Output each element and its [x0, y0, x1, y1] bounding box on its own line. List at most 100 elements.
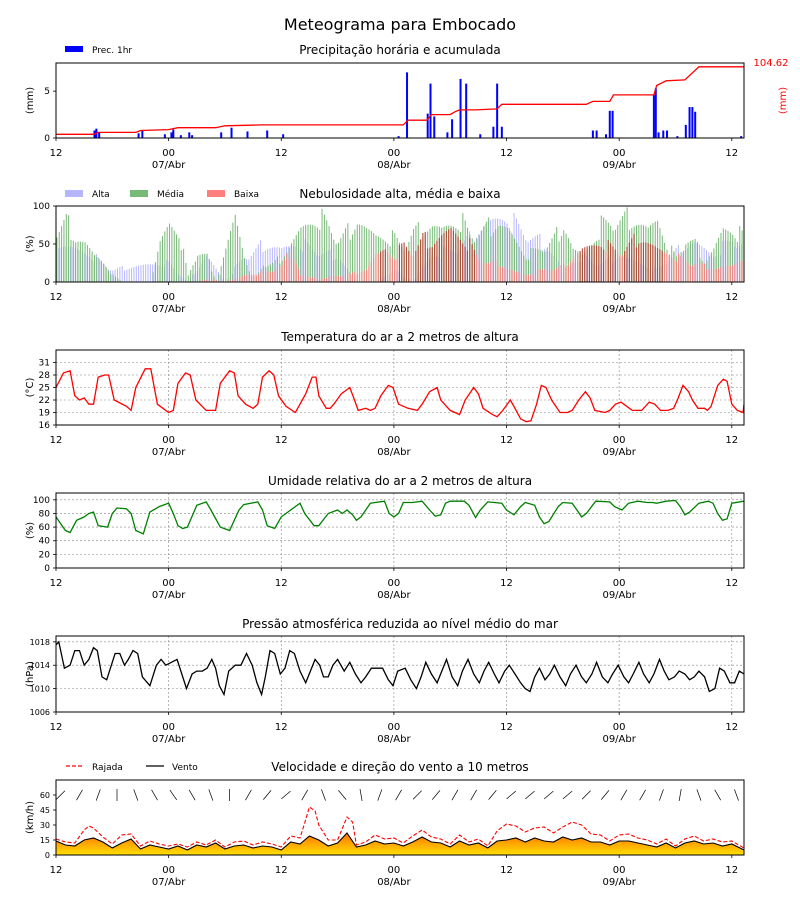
cloud-baixa-bar — [492, 260, 494, 282]
cloud-baixa-bar — [297, 269, 300, 282]
cloud-media-bar — [326, 220, 328, 282]
cloud-media-bar — [553, 233, 555, 282]
wind-ytick-label: 60 — [40, 791, 50, 800]
wind-xtick-label: 12 — [725, 865, 738, 876]
cloud-legend-swatch-2 — [207, 190, 225, 197]
cloud-media-bar — [535, 248, 537, 282]
cloud-media-bar — [201, 254, 203, 282]
cloud-baixa-bar — [656, 248, 659, 282]
precip-bar — [676, 136, 679, 138]
clouds-ytick-label: 50 — [39, 240, 51, 250]
temp-day-label: 08/Abr — [377, 447, 411, 458]
cloud-baixa-bar — [680, 256, 682, 282]
wind-xtick-label: 12 — [500, 865, 513, 876]
cloud-media-bar — [359, 224, 361, 282]
cloud-baixa-bar — [431, 247, 433, 282]
precip-bar — [608, 110, 611, 138]
cloud-baixa-bar — [534, 274, 537, 282]
precip-bar — [220, 132, 223, 138]
cloud-baixa-bar — [258, 275, 260, 282]
cloud-baixa-bar — [377, 253, 379, 282]
cloud-alta-bar — [126, 269, 128, 282]
cloud-baixa-bar — [361, 271, 363, 282]
wind-frame — [55, 779, 745, 856]
precip-bar — [246, 131, 249, 138]
press-plot-area — [56, 640, 744, 697]
clouds-plot-area — [56, 207, 744, 282]
cloud-media-bar — [89, 248, 91, 282]
cloud-baixa-bar — [354, 271, 356, 282]
cloud-media-bar — [335, 243, 337, 282]
cloud-media-bar — [223, 257, 225, 282]
cloud-media-bar — [213, 276, 215, 282]
cloud-baixa-bar — [685, 261, 687, 282]
precip-day-label: 08/Abr — [377, 160, 411, 171]
cloud-baixa-bar — [422, 232, 424, 282]
cloud-baixa-bar — [715, 268, 717, 282]
cloud-baixa-bar — [401, 243, 403, 282]
humid-xtick-label: 00 — [162, 578, 175, 589]
cloud-baixa-bar — [438, 237, 440, 282]
precip-bar — [141, 130, 144, 138]
precip-xtick-label: 00 — [613, 148, 626, 159]
cloud-media-bar — [694, 238, 696, 282]
cloud-media-bar — [112, 274, 114, 282]
cloud-baixa-bar — [539, 269, 541, 282]
precip-bar — [657, 132, 660, 138]
cloud-media-bar — [56, 237, 58, 282]
cloud-media-bar — [169, 223, 171, 282]
cloud-media-bar — [328, 226, 330, 282]
cloud-baixa-bar — [593, 245, 595, 282]
precip-xtick-label: 12 — [725, 148, 738, 159]
cloud-baixa-bar — [333, 276, 335, 282]
cloud-media-bar — [194, 261, 196, 282]
humid-day-label: 09/Abr — [602, 590, 636, 601]
cloud-baixa-bar — [584, 247, 586, 282]
cloud-baixa-bar — [319, 278, 321, 282]
cloud-media-bar — [234, 214, 236, 282]
humid-ytick-label: 0 — [44, 564, 50, 574]
wind-direction-arrow — [151, 789, 158, 801]
precip-bar — [406, 72, 409, 138]
cloud-baixa-bar — [255, 274, 257, 282]
wind-direction-arrow — [301, 789, 309, 801]
cloud-media-bar — [546, 247, 548, 282]
cloud-media-bar — [105, 267, 107, 282]
cloud-baixa-bar — [215, 280, 217, 282]
cloud-baixa-bar — [558, 266, 560, 282]
precip-xtick-label: 00 — [162, 148, 175, 159]
cloud-baixa-bar — [471, 244, 473, 282]
cloud-media-bar — [98, 259, 100, 282]
cloud-baixa-bar — [466, 250, 469, 282]
cloud-baixa-bar — [473, 249, 476, 282]
cloud-baixa-bar — [647, 242, 649, 282]
cloud-baixa-bar — [410, 254, 412, 282]
cloud-baixa-bar — [612, 246, 614, 282]
cloud-baixa-bar — [602, 249, 605, 282]
humid-ytick-label: 80 — [39, 509, 51, 519]
cloud-baixa-bar — [382, 250, 384, 282]
precip-bar — [611, 110, 614, 138]
cloud-media-bar — [161, 236, 163, 282]
cloud-baixa-bar — [600, 246, 602, 282]
cloud-media-bar — [314, 226, 316, 282]
cloud-baixa-bar — [541, 269, 544, 282]
cloud-media-bar — [152, 272, 154, 282]
cloud-baixa-bar — [391, 257, 393, 282]
cloud-media-bar — [689, 241, 691, 282]
precip-bar — [429, 83, 432, 138]
temp-plot-area — [56, 368, 744, 423]
humid-ytick-label: 40 — [39, 537, 51, 547]
cloud-baixa-bar — [260, 271, 262, 282]
cloud-media-bar — [692, 239, 694, 282]
cloud-media-bar — [171, 226, 173, 282]
cloud-baixa-bar — [560, 265, 562, 282]
cloud-baixa-bar — [314, 277, 316, 282]
wind-direction-arrow — [470, 789, 477, 801]
cloud-baixa-bar — [673, 259, 675, 282]
cloud-baixa-bar — [309, 276, 311, 282]
cloud-media-bar — [159, 241, 161, 282]
press-xtick-label: 00 — [613, 722, 626, 733]
press-xtick-label: 00 — [388, 722, 401, 733]
precip-bar — [591, 130, 594, 138]
